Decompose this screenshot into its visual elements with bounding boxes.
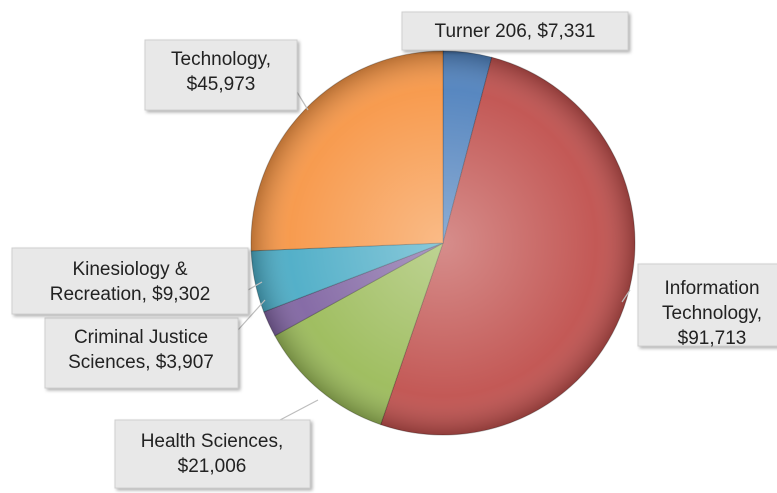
data-label: Turner 206, $7,331 — [435, 21, 596, 42]
leader-line — [296, 91, 309, 111]
data-label: Kinesiology & — [72, 259, 187, 280]
pie — [250, 50, 636, 436]
data-label: Sciences, $3,907 — [68, 352, 214, 373]
leader-lines — [237, 91, 631, 421]
data-label: Technology, — [171, 49, 271, 70]
label-box — [11, 247, 249, 315]
leader-line — [279, 399, 319, 421]
leader-line — [247, 281, 263, 291]
data-label: Criminal Justice — [74, 327, 208, 348]
label-box — [114, 419, 311, 489]
label-box — [44, 317, 239, 389]
label-box — [144, 39, 298, 111]
leader-line — [237, 299, 266, 331]
label-box — [637, 263, 777, 347]
data-label: $91,713 — [678, 328, 747, 349]
data-label: Recreation, $9,302 — [50, 284, 211, 305]
label-box — [401, 11, 629, 51]
data-label: Information — [664, 278, 759, 299]
data-labels: Turner 206, $7,331 Information Technology,… — [11, 11, 777, 489]
data-label: Technology, — [662, 303, 762, 324]
data-label: $45,973 — [187, 74, 256, 95]
leader-line — [621, 289, 631, 303]
data-label: Health Sciences, — [141, 431, 284, 452]
data-label: $21,006 — [178, 456, 247, 477]
